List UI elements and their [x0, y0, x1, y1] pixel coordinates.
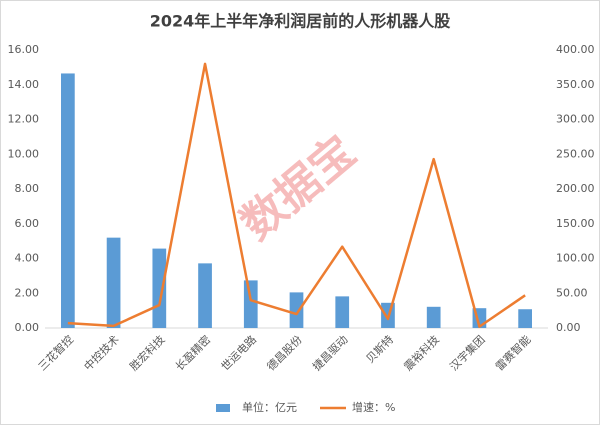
bar: [198, 263, 212, 328]
legend-swatch: [216, 404, 230, 412]
y2-tick-label: 150.00: [556, 217, 595, 230]
y2-tick-label: 50.00: [556, 286, 588, 299]
y2-tick-label: 400.00: [556, 43, 595, 56]
bar: [243, 280, 258, 328]
y2-tick-label: 200.00: [556, 182, 595, 195]
bar: [518, 309, 532, 328]
y2-tick-label: 300.00: [556, 113, 595, 126]
y-tick-label: 4.00: [15, 252, 40, 265]
y-tick-label: 16.00: [8, 43, 40, 56]
y2-tick-label: 0.00: [556, 321, 581, 334]
bar: [289, 292, 304, 328]
y2-tick-label: 250.00: [556, 147, 595, 160]
y-tick-label: 12.00: [8, 113, 40, 126]
bar: [152, 248, 167, 328]
legend-label: 增速：%: [352, 400, 395, 414]
y-tick-label: 6.00: [15, 217, 40, 230]
bar: [106, 237, 121, 328]
y-tick-label: 8.00: [15, 182, 40, 195]
line: [67, 62, 526, 328]
bar: [426, 306, 441, 328]
y-tick-label: 14.00: [8, 78, 40, 91]
bar: [335, 296, 350, 328]
y-tick-label: 2.00: [15, 286, 40, 299]
y2-tick-label: 100.00: [556, 252, 595, 265]
y2-tick-label: 350.00: [556, 78, 595, 91]
chart-title: 2024年上半年净利润居前的人形机器人股: [150, 12, 452, 31]
legend-label: 单位：亿元: [242, 400, 297, 414]
y-tick-label: 10.00: [8, 147, 40, 160]
y-tick-label: 0.00: [15, 321, 40, 334]
bar: [61, 73, 75, 328]
